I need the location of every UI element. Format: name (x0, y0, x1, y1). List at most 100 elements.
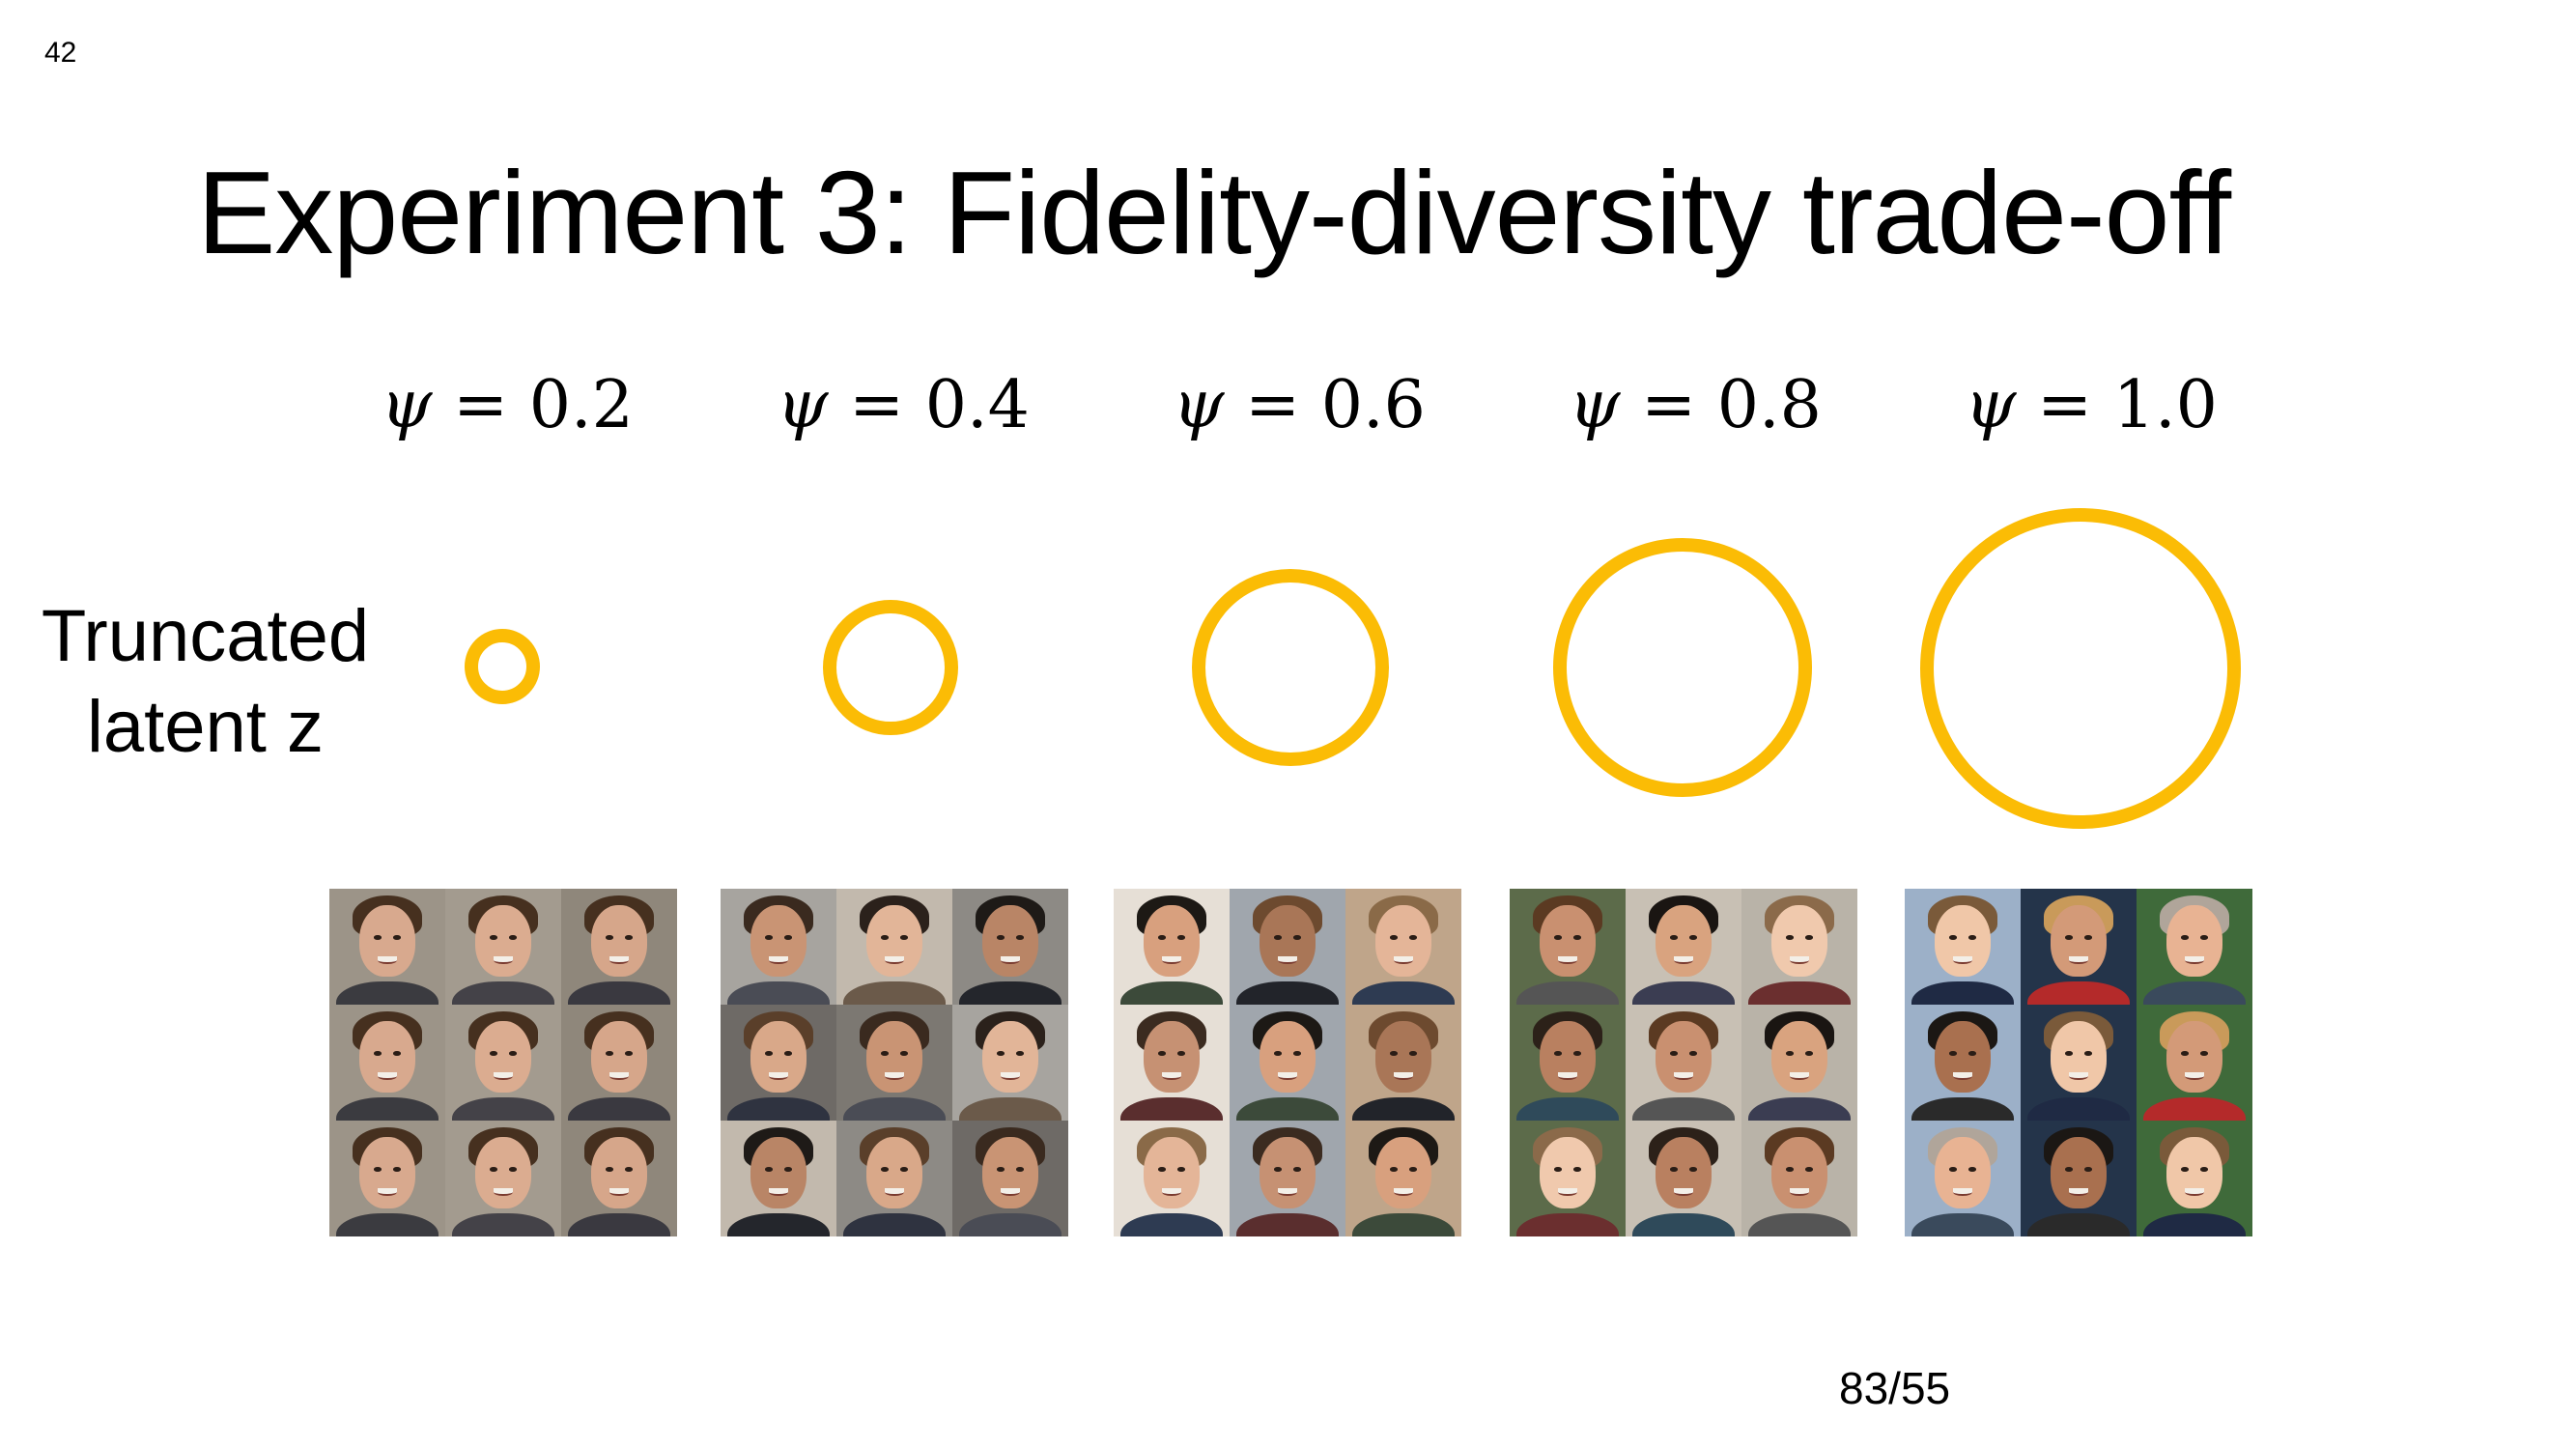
face-eye (1573, 1051, 1582, 1056)
face-shoulders (2143, 1097, 2246, 1121)
face-eye (1553, 935, 1562, 940)
latent-circle-2 (1192, 569, 1389, 766)
face-head (1144, 1020, 1200, 1094)
face-mouth (1790, 1187, 1809, 1196)
face-grid-1 (721, 889, 1068, 1236)
face-eye (625, 1167, 634, 1172)
face-mouth (885, 955, 904, 964)
face-mouth (2069, 955, 2088, 964)
face-head (2051, 1020, 2107, 1094)
row-label-line1: Truncated (41, 595, 370, 677)
face-shoulders (336, 1097, 439, 1121)
face-head (1935, 904, 1991, 978)
face-eye (1293, 1167, 1302, 1172)
face-sample (1905, 1121, 2021, 1236)
face-sample (1510, 889, 1626, 1005)
face-sample (1114, 889, 1230, 1005)
face-eye (1669, 1167, 1678, 1172)
face-shoulders (1236, 1097, 1339, 1121)
face-eye (1669, 935, 1678, 940)
face-head (1935, 1020, 1991, 1094)
face-eye (764, 1167, 773, 1172)
face-eye (1805, 935, 1814, 940)
face-eye (1016, 1051, 1025, 1056)
face-head (750, 904, 807, 978)
slide-counter: 83/55 (1839, 1363, 1951, 1413)
latent-circle-3 (1553, 538, 1812, 797)
face-grid-0 (329, 889, 677, 1236)
face-sample (561, 1005, 677, 1121)
face-mouth (1278, 955, 1297, 964)
face-mouth (1394, 955, 1413, 964)
face-eye (2064, 935, 2073, 940)
face-shoulders (1748, 1097, 1851, 1121)
face-eye (489, 1167, 497, 1172)
face-sample (2021, 1005, 2137, 1121)
face-head (1144, 1136, 1200, 1209)
face-eye (1689, 1051, 1698, 1056)
face-eye (1389, 1051, 1398, 1056)
face-shoulders (1120, 1097, 1223, 1121)
face-grid-2 (1114, 889, 1461, 1236)
face-shoulders (959, 1213, 1062, 1236)
face-grid-3 (1510, 889, 1857, 1236)
face-head (866, 904, 922, 978)
face-mouth (1162, 1187, 1181, 1196)
face-shoulders (2027, 1213, 2130, 1236)
face-shoulders (727, 981, 830, 1005)
face-eye (784, 1167, 793, 1172)
face-sample (1345, 1121, 1461, 1236)
face-sample (952, 1121, 1068, 1236)
face-head (1656, 904, 1712, 978)
face-mouth (769, 1071, 788, 1080)
face-head (982, 1136, 1038, 1209)
face-eye (1669, 1051, 1678, 1056)
face-head (2051, 1136, 2107, 1209)
face-head (359, 1020, 415, 1094)
face-shoulders (1236, 1213, 1339, 1236)
face-eye (393, 1051, 402, 1056)
face-sample (1741, 1005, 1857, 1121)
face-eye (784, 1051, 793, 1056)
face-eye (393, 935, 402, 940)
face-head (1935, 1136, 1991, 1209)
face-eye (1177, 935, 1186, 940)
face-sample (1626, 1005, 1741, 1121)
face-eye (1389, 935, 1398, 940)
psi-symbol: ψ (1173, 367, 1225, 443)
face-sample (1626, 889, 1741, 1005)
face-grid-4 (1905, 889, 2252, 1236)
face-mouth (1278, 1071, 1297, 1080)
face-mouth (494, 1187, 513, 1196)
face-eye (1157, 1051, 1166, 1056)
face-eye (2064, 1051, 2073, 1056)
face-sample (2021, 1121, 2137, 1236)
face-head (359, 1136, 415, 1209)
face-sample (329, 889, 445, 1005)
face-eye (1273, 1167, 1282, 1172)
face-shoulders (1352, 1097, 1455, 1121)
face-mouth (1001, 955, 1020, 964)
face-head (866, 1020, 922, 1094)
face-mouth (1162, 955, 1181, 964)
face-sample (445, 889, 561, 1005)
face-mouth (1558, 1071, 1577, 1080)
face-eye (605, 1051, 613, 1056)
face-head (982, 904, 1038, 978)
face-mouth (494, 955, 513, 964)
face-mouth (494, 1071, 513, 1080)
psi-label-1: ψ = 0.4 (758, 367, 1048, 443)
row-label-truncated-latent: Truncated latent z (19, 591, 391, 773)
face-shoulders (2027, 1097, 2130, 1121)
psi-symbol: ψ (381, 367, 433, 443)
face-head (1771, 1020, 1827, 1094)
face-mouth (378, 1071, 397, 1080)
face-mouth (1162, 1071, 1181, 1080)
psi-value: = 0.8 (1641, 367, 1822, 443)
face-head (1656, 1020, 1712, 1094)
psi-value: = 0.2 (453, 367, 634, 443)
face-eye (1157, 1167, 1166, 1172)
face-shoulders (1748, 1213, 1851, 1236)
face-mouth (1558, 955, 1577, 964)
face-shoulders (1516, 1213, 1619, 1236)
